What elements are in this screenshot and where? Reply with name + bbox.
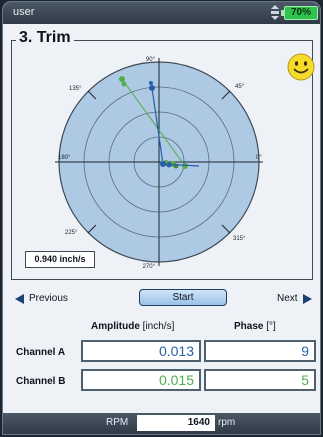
polar-plot: 90° 45° 0° 315° 270° 225° 180° 135°: [55, 57, 263, 270]
user-label: user: [13, 6, 35, 18]
rpm-unit: rpm: [218, 417, 236, 428]
channel-b-point: [119, 76, 125, 82]
phase-header: Phase [°]: [234, 321, 276, 332]
channel-a-label: Channel A: [16, 347, 66, 358]
channel-b-point: [182, 163, 188, 169]
angle-label-0: 0°: [256, 155, 262, 161]
channel-b-point: [121, 81, 127, 87]
polar-tick: [221, 224, 231, 234]
smiley-icon: [287, 53, 315, 81]
polar-tick: [221, 90, 231, 100]
channel-a-point: [149, 81, 153, 85]
channel-a-vector: [151, 87, 164, 165]
rpm-label: RPM: [106, 417, 129, 428]
channel-b-amplitude: 0.015: [81, 369, 201, 391]
polar-tick: [87, 224, 97, 234]
amplitude-scale-box: 0.940 inch/s: [25, 251, 95, 268]
battery-icon: 70%: [284, 6, 318, 20]
amplitude-header: Amplitude [inch/s]: [91, 321, 174, 332]
app-screen: user 70% 3. Trim 90° 45° 0°: [3, 2, 320, 434]
rpm-input[interactable]: 1640: [137, 415, 215, 431]
angle-label-315: 315°: [233, 236, 246, 242]
angle-label-180: 180°: [58, 155, 71, 161]
angle-label-45: 45°: [235, 84, 245, 90]
amplitude-header-label: Amplitude: [91, 321, 140, 332]
next-label: Next: [277, 293, 298, 304]
amplitude-unit: [inch/s]: [139, 321, 175, 332]
channel-b-vector: [121, 78, 186, 167]
angle-label-135: 135°: [69, 86, 82, 92]
channel-b-label: Channel B: [16, 376, 66, 387]
arrow-right-icon: [302, 293, 312, 304]
channel-a-phase: 9: [204, 340, 316, 362]
next-button[interactable]: Next: [277, 293, 312, 304]
channel-a-point: [149, 85, 155, 91]
start-button[interactable]: Start: [139, 289, 227, 306]
battery-nub: [281, 10, 284, 16]
previous-label: Previous: [29, 293, 68, 304]
phase-unit: [°]: [263, 321, 276, 332]
channel-b-phase: 5: [204, 369, 316, 391]
angle-label-90: 90°: [146, 57, 156, 63]
status-bar: [3, 2, 320, 24]
angle-label-225: 225°: [65, 230, 78, 236]
previous-button[interactable]: Previous: [15, 293, 68, 304]
connection-icon: [271, 5, 279, 20]
angle-label-270: 270°: [143, 264, 156, 270]
polar-tick: [87, 90, 97, 100]
page-title: 3. Trim: [16, 29, 74, 47]
phase-header-label: Phase: [234, 321, 264, 332]
channel-a-amplitude: 0.013: [81, 340, 201, 362]
trim-frame: [11, 40, 313, 280]
channel-a-point: [166, 162, 172, 168]
arrow-left-icon: [15, 293, 24, 304]
channel-a-point: [160, 161, 166, 167]
